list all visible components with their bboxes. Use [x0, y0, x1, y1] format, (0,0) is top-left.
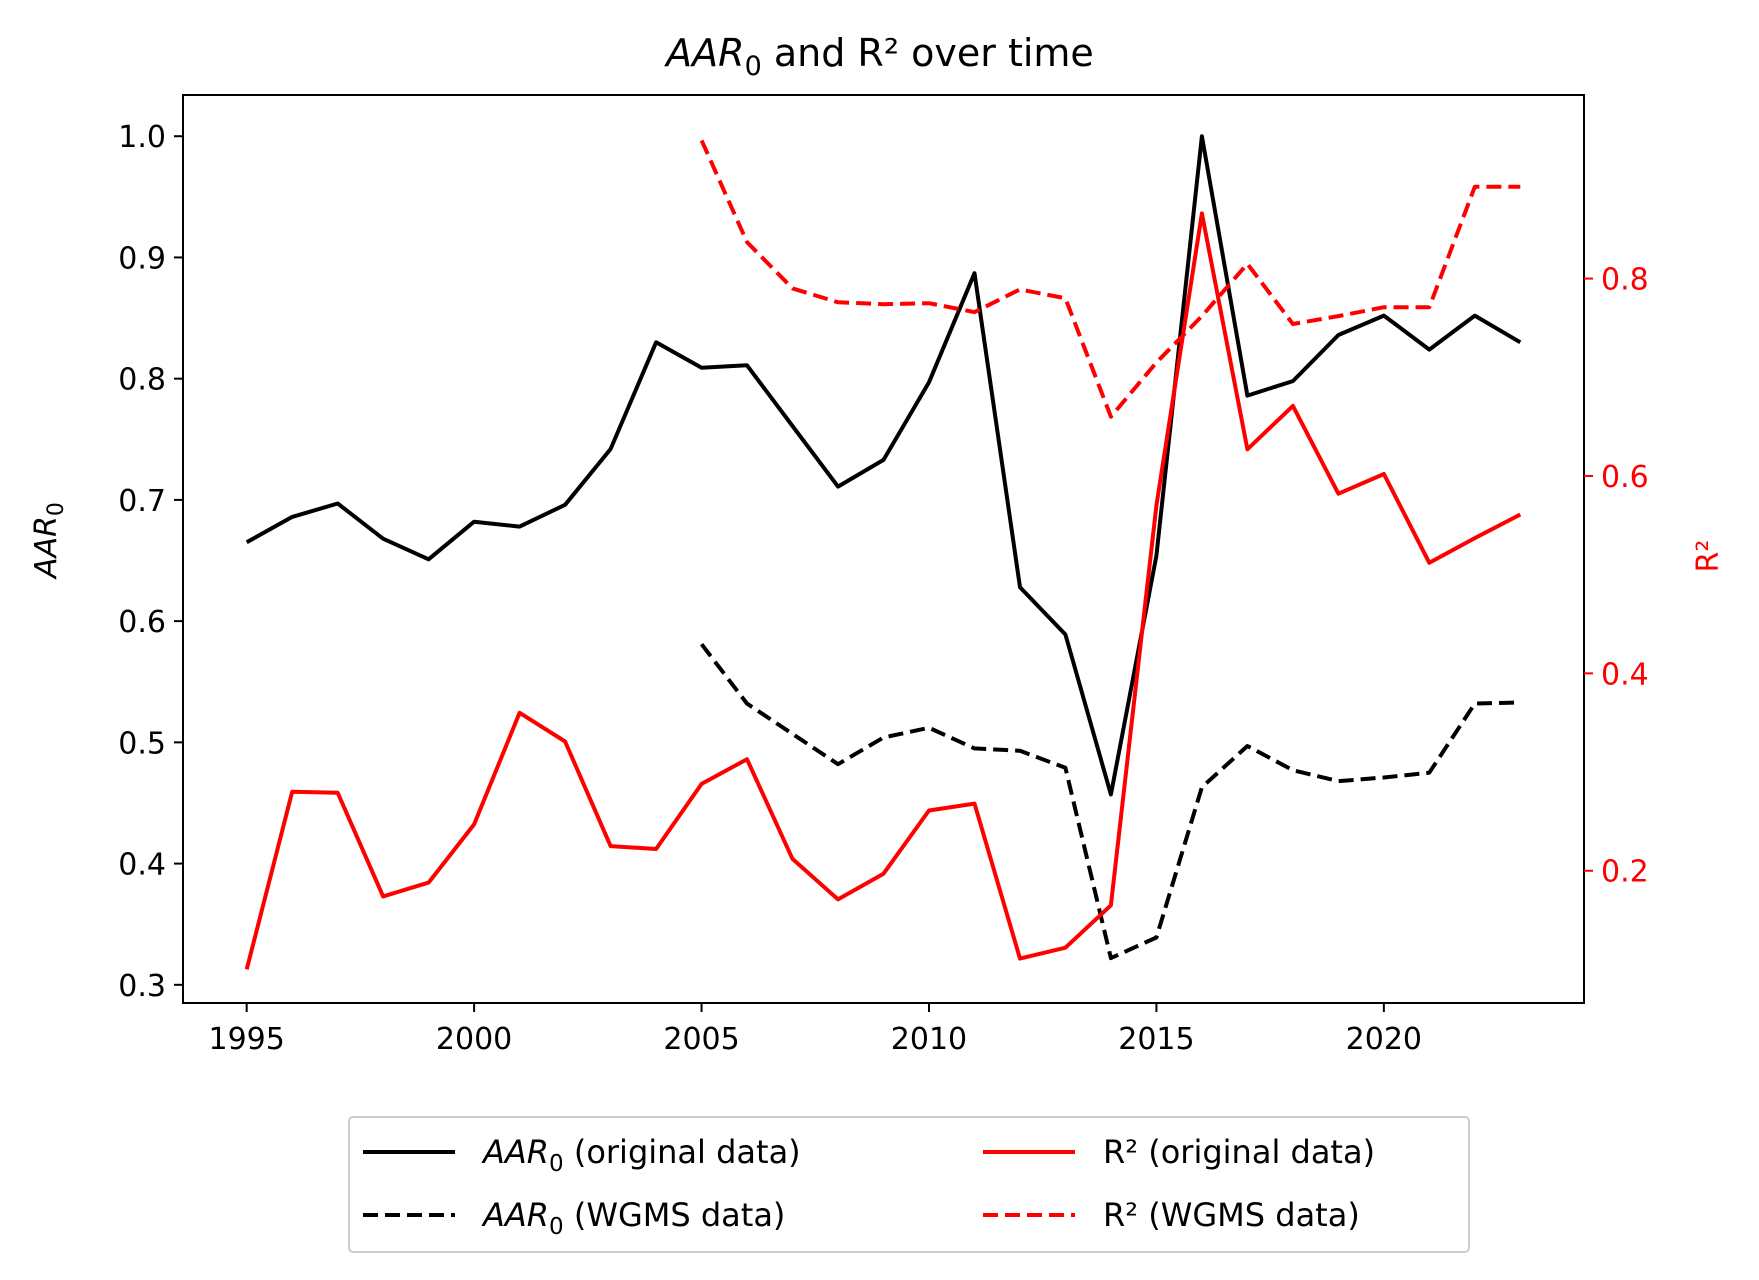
- y2-tick-label: 0.8: [1601, 263, 1649, 298]
- legend-r2-original: R² (original data): [983, 1133, 1375, 1171]
- x-tick-label: 2005: [663, 1022, 739, 1057]
- y-tick-label: 0.8: [118, 363, 166, 398]
- y-tick-label: 0.6: [118, 605, 166, 640]
- plot-frame: [182, 94, 1585, 1004]
- chart-title-italic: AAR: [663, 31, 744, 75]
- y2-tick-label: 0.4: [1601, 657, 1649, 692]
- legend-aar-original: AAR0 (original data): [363, 1133, 801, 1177]
- y-axis-label: AAR0: [29, 502, 69, 580]
- y-tick-label: 0.3: [118, 969, 166, 1004]
- x-tick-label: 2020: [1346, 1022, 1422, 1057]
- legend-label: AAR0 (original data): [481, 1133, 801, 1177]
- y2-tick-label: 0.6: [1601, 460, 1649, 495]
- legend: AAR0 (original data) AAR0 (WGMS data) R² (…: [348, 1116, 1470, 1253]
- chart-title: AAR0 and R² over time: [663, 31, 1094, 82]
- y-axis-label-sub: 0: [44, 502, 69, 516]
- legend-aar-wgms: AAR0 (WGMS data): [363, 1196, 785, 1240]
- chart-title-rest: and R² over time: [762, 31, 1094, 75]
- y-tick-label: 0.4: [118, 848, 166, 883]
- y-axis-label-italic: AAR: [29, 516, 64, 580]
- aar-original-line: [245, 134, 1522, 797]
- x-tick-label: 2015: [1118, 1022, 1194, 1057]
- y-tick-label: 0.7: [118, 484, 166, 519]
- legend-box: [348, 1116, 1470, 1253]
- r2-original-line: [244, 211, 1522, 970]
- r2-wgms-line: [699, 139, 1521, 419]
- legend-items: AAR0 (original data) AAR0 (WGMS data) R² (…: [363, 1133, 1375, 1240]
- axis-layer: 1995 2000 2005 2010 2015 2020 0.3 0.4 0.5 0.6 0.7 0…: [118, 120, 1648, 1057]
- legend-label: R² (WGMS data): [1103, 1196, 1360, 1234]
- y-tick-label: 0.9: [118, 241, 166, 276]
- y-tick-label: 1.0: [118, 120, 166, 155]
- legend-label: AAR0 (WGMS data): [481, 1196, 785, 1240]
- series-layer: [244, 134, 1522, 970]
- chart-title-sub: 0: [745, 51, 762, 82]
- y2-axis-label: R²: [1691, 540, 1726, 573]
- aar-wgms-line: [700, 642, 1521, 961]
- y2-tick-label: 0.2: [1601, 855, 1649, 890]
- x-tick-label: 2000: [436, 1022, 512, 1057]
- legend-r2-wgms: R² (WGMS data): [983, 1196, 1360, 1234]
- legend-label: R² (original data): [1103, 1133, 1375, 1171]
- x-tick-label: 2010: [891, 1022, 967, 1057]
- x-tick-label: 1995: [209, 1022, 285, 1057]
- y-tick-label: 0.5: [118, 726, 166, 761]
